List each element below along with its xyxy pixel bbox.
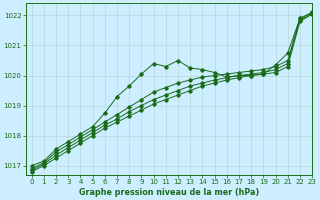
X-axis label: Graphe pression niveau de la mer (hPa): Graphe pression niveau de la mer (hPa)	[79, 188, 259, 197]
